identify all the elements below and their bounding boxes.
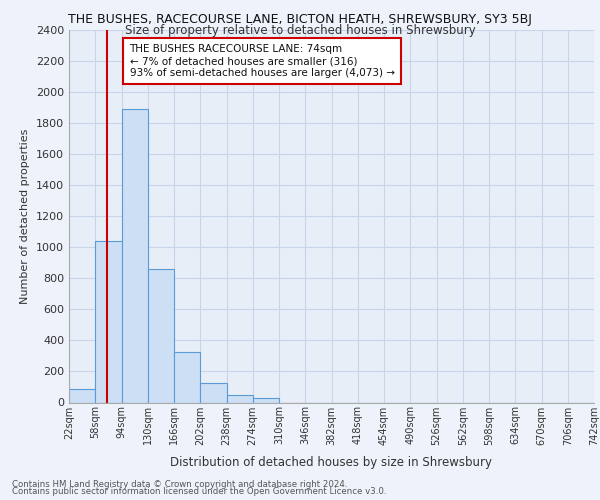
Bar — [69, 388, 95, 402]
Text: THE BUSHES, RACECOURSE LANE, BICTON HEATH, SHREWSBURY, SY3 5BJ: THE BUSHES, RACECOURSE LANE, BICTON HEAT… — [68, 12, 532, 26]
Bar — [148, 269, 174, 402]
X-axis label: Distribution of detached houses by size in Shrewsbury: Distribution of detached houses by size … — [170, 456, 493, 469]
Y-axis label: Number of detached properties: Number of detached properties — [20, 128, 31, 304]
Bar — [174, 352, 200, 403]
Bar — [227, 394, 253, 402]
Bar — [95, 241, 121, 402]
Text: THE BUSHES RACECOURSE LANE: 74sqm
← 7% of detached houses are smaller (316)
93% : THE BUSHES RACECOURSE LANE: 74sqm ← 7% o… — [130, 44, 395, 78]
Bar — [121, 109, 148, 403]
Bar — [253, 398, 279, 402]
Bar — [200, 383, 227, 402]
Text: Contains HM Land Registry data © Crown copyright and database right 2024.: Contains HM Land Registry data © Crown c… — [12, 480, 347, 489]
Text: Size of property relative to detached houses in Shrewsbury: Size of property relative to detached ho… — [125, 24, 475, 37]
Text: Contains public sector information licensed under the Open Government Licence v3: Contains public sector information licen… — [12, 487, 386, 496]
